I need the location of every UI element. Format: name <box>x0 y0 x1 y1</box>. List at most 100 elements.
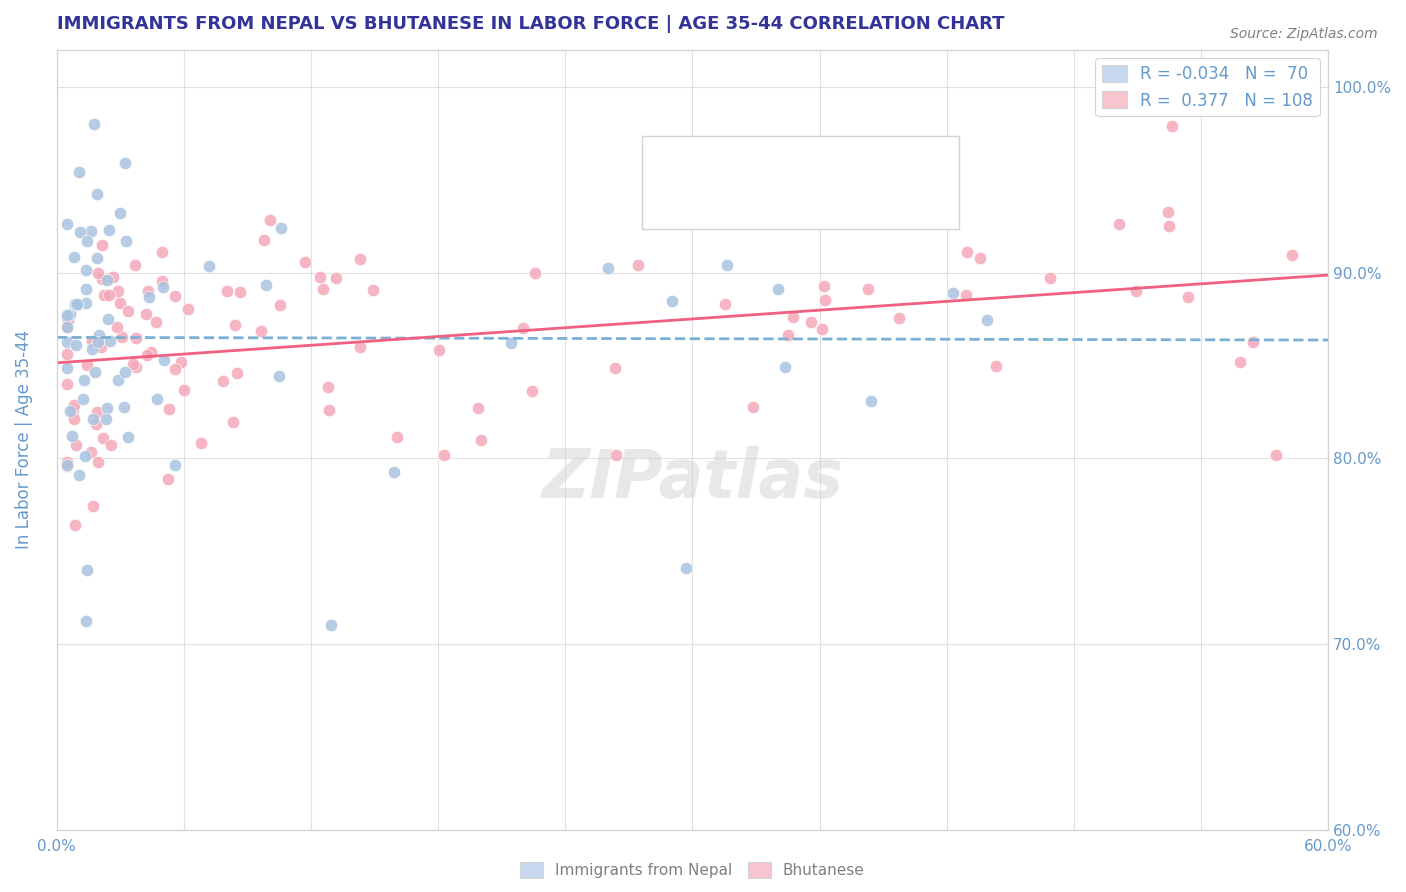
Point <box>319 618 342 632</box>
Point <box>56 334 79 349</box>
Point <box>125 360 148 375</box>
Point <box>1161 119 1184 133</box>
Point <box>605 448 627 462</box>
Point <box>90 340 112 354</box>
Point <box>198 259 221 273</box>
Point <box>887 310 910 325</box>
Point <box>254 277 277 292</box>
Point <box>87 327 110 342</box>
Point <box>86 187 108 202</box>
Point <box>100 438 122 452</box>
Point <box>56 320 79 334</box>
Point <box>91 431 114 445</box>
Point <box>225 366 247 380</box>
Point <box>75 282 97 296</box>
Point <box>65 338 87 352</box>
Text: ZIPatlas: ZIPatlas <box>541 446 844 512</box>
Point <box>499 336 522 351</box>
Point <box>56 311 79 326</box>
Point <box>605 361 627 376</box>
Point <box>83 118 105 132</box>
Point <box>173 383 195 397</box>
Point <box>157 402 180 417</box>
Point <box>349 252 371 266</box>
Point <box>177 302 200 317</box>
Point <box>65 438 87 452</box>
Point <box>56 458 79 472</box>
Point <box>1177 290 1199 304</box>
Point <box>955 287 977 301</box>
Point <box>385 430 408 444</box>
Point <box>269 298 291 312</box>
Point <box>253 233 276 247</box>
Point <box>156 472 179 486</box>
Point <box>76 234 98 248</box>
Point <box>136 285 159 299</box>
Point <box>308 270 330 285</box>
Point <box>117 304 139 318</box>
Point <box>259 213 281 227</box>
Point <box>56 455 79 469</box>
Point <box>222 415 245 429</box>
Point <box>1229 354 1251 368</box>
Y-axis label: In Labor Force | Age 35-44: In Labor Force | Age 35-44 <box>15 330 32 549</box>
Point <box>76 563 98 577</box>
Point <box>66 298 89 312</box>
Point <box>1265 448 1288 462</box>
Point <box>512 321 534 335</box>
Point <box>169 354 191 368</box>
Point <box>810 322 832 336</box>
Point <box>150 245 173 260</box>
Point <box>87 454 110 468</box>
Point <box>87 266 110 280</box>
Point <box>427 343 450 358</box>
Point <box>101 270 124 285</box>
Point <box>98 223 121 237</box>
Point <box>84 365 107 379</box>
Point <box>762 200 785 214</box>
Point <box>778 328 800 343</box>
Point <box>318 403 340 417</box>
Point <box>986 359 1008 374</box>
Point <box>318 380 340 394</box>
Point <box>56 347 79 361</box>
Point <box>1159 219 1181 233</box>
Point <box>58 313 80 327</box>
Point <box>135 306 157 320</box>
Point <box>56 361 79 376</box>
Point <box>814 293 837 307</box>
Point <box>734 213 756 227</box>
Point <box>145 315 167 329</box>
Point <box>62 398 84 412</box>
Point <box>62 402 84 417</box>
Point <box>117 430 139 444</box>
Point <box>800 315 823 329</box>
Point <box>84 417 107 431</box>
Point <box>163 361 186 376</box>
FancyBboxPatch shape <box>641 136 959 229</box>
Point <box>107 372 129 386</box>
Point <box>675 561 697 575</box>
Text: IMMIGRANTS FROM NEPAL VS BHUTANESE IN LABOR FORCE | AGE 35-44 CORRELATION CHART: IMMIGRANTS FROM NEPAL VS BHUTANESE IN LA… <box>56 15 1004 33</box>
Point <box>63 297 86 311</box>
Legend: Immigrants from Nepal, Bhutanese: Immigrants from Nepal, Bhutanese <box>515 856 870 885</box>
Point <box>59 307 82 321</box>
Point <box>163 289 186 303</box>
Point <box>72 373 94 387</box>
Point <box>165 458 187 473</box>
Point <box>80 224 103 238</box>
Point <box>661 293 683 308</box>
Point <box>856 282 879 296</box>
Point <box>63 250 86 264</box>
Point <box>110 295 132 310</box>
Point <box>108 205 131 219</box>
Point <box>146 392 169 406</box>
Point <box>82 411 104 425</box>
Point <box>782 310 804 325</box>
Point <box>859 394 882 409</box>
Point <box>73 449 96 463</box>
Point <box>229 285 252 299</box>
Point <box>67 165 90 179</box>
Point <box>69 225 91 239</box>
Point <box>294 255 316 269</box>
